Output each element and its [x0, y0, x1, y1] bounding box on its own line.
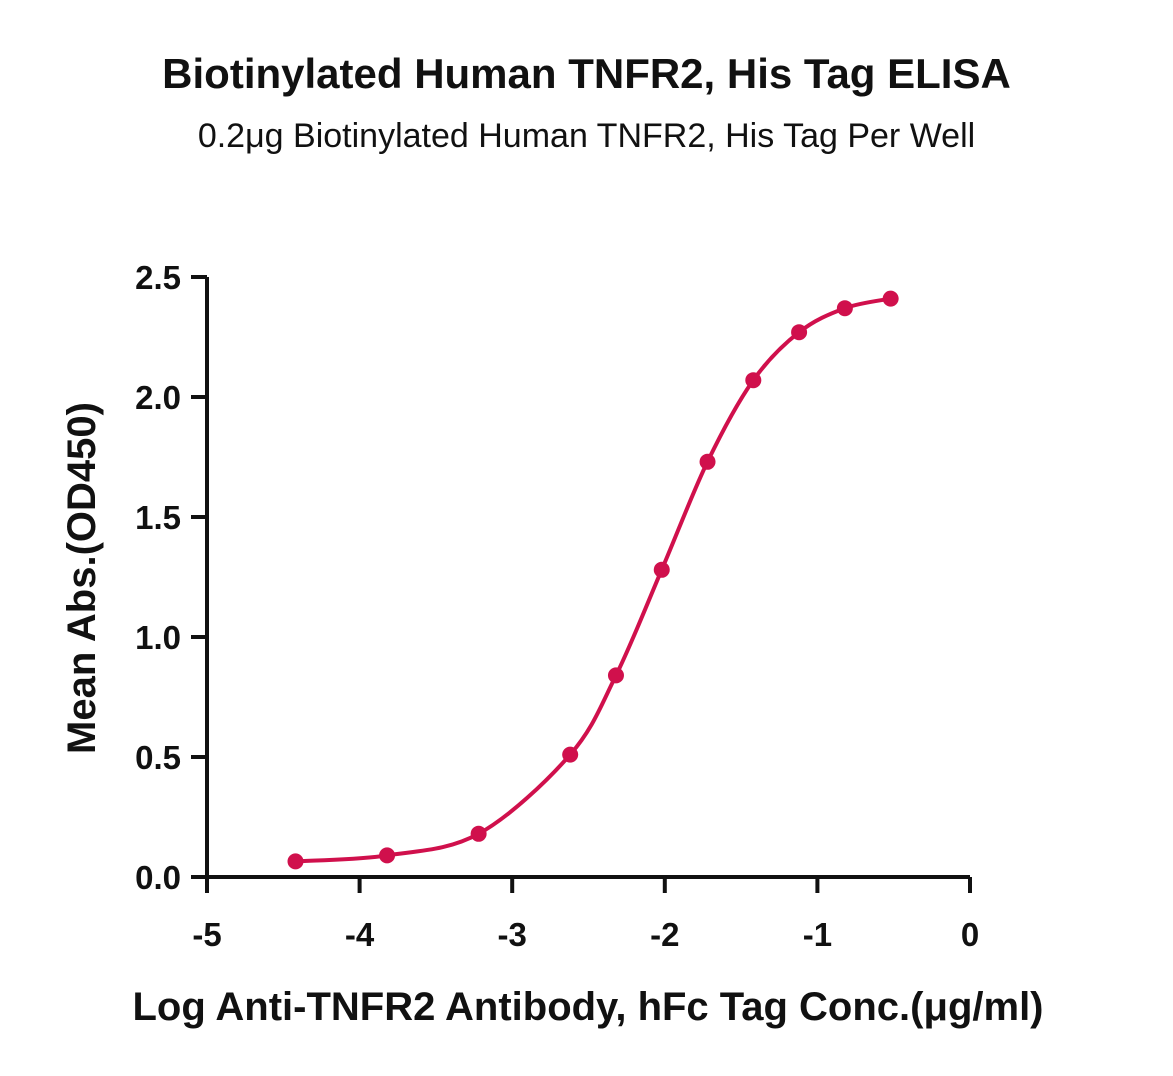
fit-curve-0: [295, 296, 892, 864]
y-tick-label: 0.0: [135, 859, 181, 896]
x-tick-label: -5: [192, 916, 221, 953]
y-tick-label: 1.0: [135, 619, 181, 656]
y-axis-label: Mean Abs.(OD450): [60, 402, 104, 754]
y-tick-label: 2.0: [135, 379, 181, 416]
x-tick-label: -4: [345, 916, 375, 953]
x-tick-label: -2: [650, 916, 679, 953]
x-tick-label: -1: [803, 916, 832, 953]
chart-subtitle: 0.2μg Biotinylated Human TNFR2, His Tag …: [197, 117, 976, 155]
data-point: [379, 847, 396, 864]
data-point: [699, 453, 716, 470]
y-tick-label: 1.5: [135, 499, 181, 536]
data-point: [287, 853, 304, 870]
fit-curve-layer: [295, 296, 892, 864]
data-point: [653, 561, 670, 578]
data-point: [607, 667, 624, 684]
data-point: [470, 825, 487, 842]
data-point: [882, 290, 899, 307]
data-point: [791, 324, 808, 341]
y-tick-label: 2.5: [135, 259, 181, 296]
data-point: [836, 300, 853, 317]
axes: -5 -4 -3 -2 -1 0 0.0 0.5 1.0 1.5 2.0 2.5: [135, 259, 979, 953]
x-axis-label: Log Anti-TNFR2 Antibody, hFc Tag Conc.(μ…: [132, 985, 1043, 1029]
chart-title: Biotinylated Human TNFR2, His Tag ELISA: [162, 50, 1011, 97]
x-tick-label: 0: [961, 916, 979, 953]
data-point: [745, 372, 762, 389]
x-tick-label: -3: [498, 916, 527, 953]
y-tick-label: 0.5: [135, 739, 181, 776]
data-points-layer: [287, 290, 899, 870]
data-point: [562, 746, 579, 763]
